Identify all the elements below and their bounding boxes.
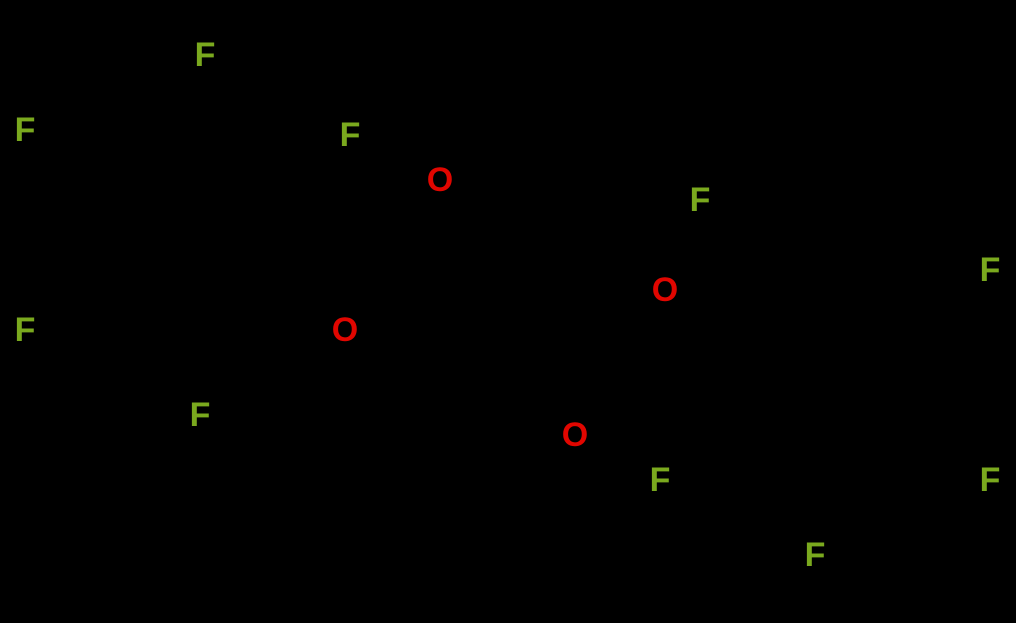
atom-f: F (190, 396, 211, 434)
atom-f: F (15, 111, 36, 149)
diagram-background (0, 0, 1016, 623)
atom-o: O (427, 161, 453, 199)
atom-f: F (340, 116, 361, 154)
atom-o: O (332, 311, 358, 349)
atom-f: F (980, 461, 1001, 499)
atom-f: F (980, 251, 1001, 289)
atom-f: F (805, 536, 826, 574)
atom-f: F (690, 181, 711, 219)
atom-f: F (650, 461, 671, 499)
atom-o: O (652, 271, 678, 309)
molecule-diagram: F F F F F F F F F F O O O O (0, 0, 1016, 623)
atom-f: F (15, 311, 36, 349)
atom-f: F (195, 36, 216, 74)
atom-o: O (562, 416, 588, 454)
